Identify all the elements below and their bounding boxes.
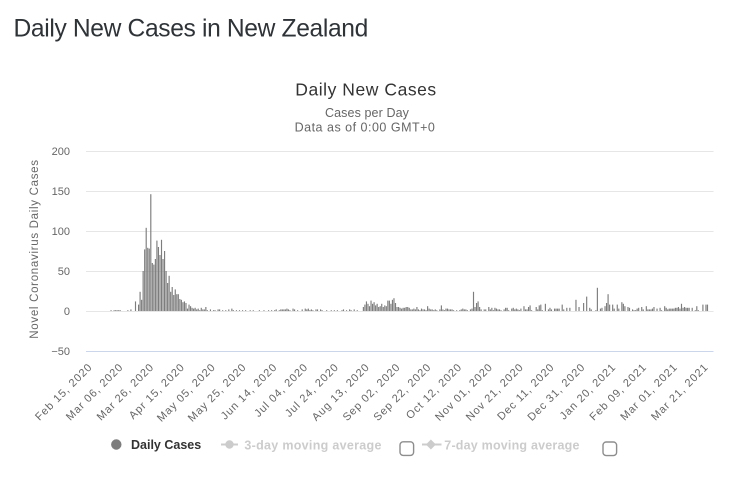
svg-text:7-day moving average: 7-day moving average [444,439,579,453]
svg-text:Data as of 0:00 GMT+0: Data as of 0:00 GMT+0 [295,121,436,135]
svg-text:Daily Cases: Daily Cases [131,438,201,452]
svg-text:−50: −50 [51,346,70,358]
svg-text:100: 100 [52,226,70,238]
svg-text:0: 0 [64,306,70,318]
svg-text:3-day moving average: 3-day moving average [244,439,381,453]
svg-text:Daily New Cases: Daily New Cases [295,80,436,100]
svg-text:Daily New Cases in New Zealand: Daily New Cases in New Zealand [14,16,368,43]
svg-text:Cases per Day: Cases per Day [325,106,410,120]
svg-text:150: 150 [52,186,70,198]
svg-text:50: 50 [58,266,70,278]
svg-text:200: 200 [52,146,70,158]
svg-text:Novel Coronavirus Daily Cases: Novel Coronavirus Daily Cases [29,159,41,338]
